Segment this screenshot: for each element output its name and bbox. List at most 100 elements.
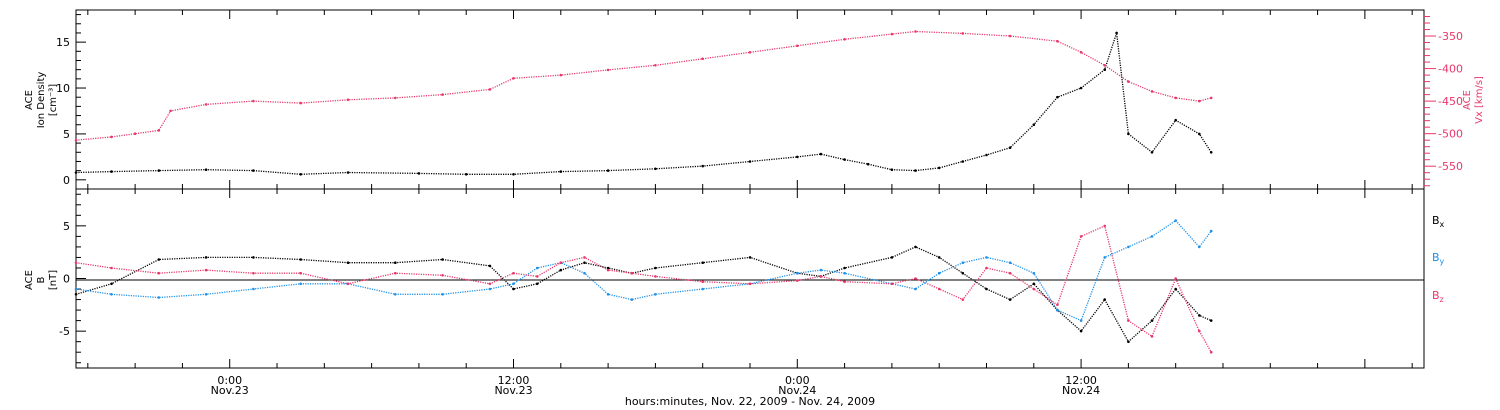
by-point	[819, 268, 823, 272]
x-tick-time: 0:00	[785, 374, 810, 387]
bx-point	[299, 258, 303, 261]
by-point	[394, 293, 397, 296]
top-right-tick-label: -550	[1438, 160, 1463, 173]
by-point	[914, 287, 917, 291]
vx-point	[157, 129, 161, 132]
ion-density-point	[1150, 151, 1154, 154]
bx-point	[488, 264, 492, 268]
bz-point	[630, 271, 634, 275]
ion-density-point	[157, 169, 161, 172]
bx-point	[583, 261, 586, 265]
by-point	[654, 293, 657, 296]
by-point	[583, 271, 586, 275]
bx-point	[1198, 314, 1201, 317]
bx-point	[441, 258, 444, 261]
top-right-y-ticks: -350 -400 -450 -500 -550	[1424, 16, 1463, 187]
top-right-ylabel-line2: Vx [km/s]	[1474, 76, 1485, 124]
ion-density-point	[1198, 132, 1201, 136]
by-point	[1198, 245, 1201, 249]
bz-line	[75, 224, 1212, 353]
bz-point	[985, 266, 988, 270]
x-axis-ticks: 0:00Nov.2312:00Nov.230:00Nov.2412:00Nov.…	[87, 10, 1413, 397]
top-left-tick-label: 15	[56, 36, 70, 49]
by-point	[1056, 308, 1059, 312]
by-point	[204, 293, 208, 296]
ion-density-point	[985, 153, 988, 157]
top-left-tick-label: 5	[63, 128, 70, 141]
bottom-ylabel-line3: [nT]	[48, 270, 59, 290]
vx-point	[559, 73, 563, 77]
legend-bz: Bz	[1432, 289, 1444, 304]
vx-point	[961, 32, 965, 35]
vx-point	[701, 57, 704, 61]
vx-point	[914, 30, 917, 33]
vx-point	[394, 96, 397, 100]
vx-point	[512, 77, 515, 80]
bx-point	[1127, 340, 1130, 344]
bottom-left-y-ticks: -5 0 5	[59, 193, 86, 364]
bx-point	[1079, 329, 1083, 333]
vx-point	[1103, 64, 1106, 67]
ion-density-point	[252, 169, 255, 172]
ion-density-point	[1174, 118, 1177, 122]
top-left-tick-label: 10	[56, 82, 70, 95]
vx-point	[1056, 39, 1059, 43]
ion-density-point	[654, 167, 657, 171]
bx-point	[394, 261, 397, 265]
ion-density-point	[819, 152, 823, 156]
ion-density-point	[74, 171, 78, 174]
ion-density-point	[914, 169, 917, 172]
bz-point	[1198, 329, 1201, 333]
bx-point	[843, 266, 846, 270]
by-point	[110, 293, 113, 296]
vx-point	[133, 132, 137, 135]
top-right-ylabel: ACE Vx [km/s]	[1462, 76, 1485, 124]
ion-density-point	[748, 160, 752, 163]
x-tick-date: Nov.23	[211, 384, 249, 397]
ion-density-point	[346, 171, 350, 174]
vx-point	[796, 44, 799, 48]
vx-point	[74, 138, 78, 142]
bx-point	[748, 256, 752, 259]
vx-point	[1174, 96, 1177, 100]
vx-point	[1198, 99, 1201, 103]
by-point	[606, 293, 610, 296]
bz-point	[1103, 224, 1106, 228]
vx-point	[1079, 51, 1083, 54]
legend-bx: Bx	[1432, 214, 1445, 229]
x-tick-time: 12:00	[498, 374, 530, 387]
bx-point	[1174, 287, 1177, 291]
by-point	[1174, 219, 1177, 222]
by-point	[535, 266, 539, 270]
by-point	[1150, 235, 1154, 238]
bottom-panel-frame	[75, 188, 1425, 369]
by-point	[937, 271, 941, 275]
vx-point	[110, 135, 113, 139]
bx-point	[701, 261, 704, 265]
top-right-tick-label: -450	[1438, 95, 1463, 108]
top-right-tick-label: -500	[1438, 128, 1463, 141]
ion-density-point	[464, 173, 468, 176]
ion-density-point	[961, 160, 965, 163]
bz-point	[914, 277, 917, 280]
x-tick-time: 0:00	[217, 374, 242, 387]
vx-point	[748, 51, 752, 54]
bx-point	[606, 266, 610, 270]
bz-point	[441, 274, 444, 277]
bx-point	[914, 245, 917, 249]
bz-point	[1150, 335, 1154, 338]
bz-point	[512, 271, 515, 275]
bz-point	[1032, 287, 1036, 291]
ion-density-point	[1079, 86, 1083, 90]
ion-density-point	[890, 168, 894, 171]
by-point	[1209, 229, 1213, 233]
bx-point	[1008, 298, 1012, 301]
by-point	[488, 287, 492, 291]
by-line	[75, 219, 1212, 322]
x-tick-date: Nov.24	[1062, 384, 1100, 397]
ion-density-point	[512, 173, 515, 176]
by-point	[1103, 256, 1106, 259]
ion-density-point	[866, 162, 870, 166]
bz-point	[1127, 319, 1130, 322]
ion-density-point	[1127, 132, 1130, 136]
